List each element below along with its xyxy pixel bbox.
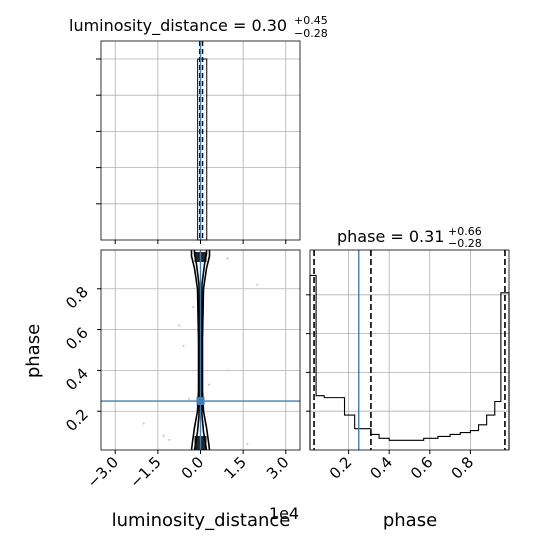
phase-hist-bin-4	[355, 429, 371, 450]
x-offset-label: 1e4	[269, 504, 299, 523]
phase-hist-bin-0	[310, 275, 316, 450]
luminosity-distance-title-upper-error: +0.45	[294, 14, 328, 27]
phase-hist-bin-10	[450, 434, 460, 450]
luminosity-distance-histogram-panel	[96, 40, 301, 244]
ld-phase-ytick-label-2: 0.6	[62, 324, 92, 354]
ld-phase-ytick-label-1: 0.4	[62, 365, 92, 395]
ld-phase-sample-point-8	[207, 383, 211, 386]
luminosity-distance-title: luminosity_distance = 0.30	[69, 16, 287, 36]
y-axis-label-phase: phase	[23, 324, 44, 378]
ld-phase-sample-point-0	[226, 257, 229, 260]
phase-hist-xtick-label-3: 0.8	[448, 453, 478, 483]
phase-hist-frame	[309, 249, 510, 451]
ld-phase-sample-point-6	[162, 434, 165, 437]
ld-phase-ytick-label-3: 0.8	[62, 283, 92, 313]
ld-phase-sample-point-10	[246, 442, 249, 445]
ld-hist-frame	[100, 40, 301, 241]
ld-phase-xtick-label-0: −3.0	[84, 453, 122, 491]
phase-title-lower-error: −0.28	[448, 237, 482, 250]
phase-hist-xtick-label-1: 0.4	[366, 453, 396, 483]
luminosity-distance-vs-phase-panel: −3.0 −1.5 0.0 1.5 3.0 0.2 0.4 0.6 0.8	[62, 249, 301, 492]
ld-phase-sample-point-11	[188, 397, 191, 401]
ld-phase-sample-point-1	[256, 283, 259, 286]
x-axis-label-phase: phase	[383, 510, 437, 531]
phase-histogram-panel: 0.2 0.4 0.6 0.8	[306, 249, 510, 483]
phase-hist-bin-12	[470, 431, 478, 450]
ld-phase-contour-outer	[190, 250, 211, 451]
ld-phase-ytick-label-0: 0.2	[62, 405, 92, 435]
phase-hist-bin-6	[379, 438, 389, 450]
ld-phase-sample-point-3	[182, 344, 185, 348]
phase-hist-bin-3	[345, 415, 355, 450]
phase-hist-bin-7	[389, 440, 424, 450]
ld-phase-xtick-label-4: 3.0	[263, 453, 293, 483]
phase-hist-bin-9	[438, 436, 450, 450]
ld-phase-sample-point-4	[226, 369, 229, 372]
phase-hist-bin-11	[460, 433, 470, 450]
ld-phase-sample-point-9	[192, 306, 195, 309]
ld-phase-xtick-label-1: −1.5	[126, 453, 164, 491]
ld-phase-truth-marker	[196, 397, 205, 406]
phase-hist-bin-13	[479, 425, 487, 450]
ld-phase-sample-point-7	[168, 438, 171, 441]
ld-phase-xtick-label-2: 0.0	[178, 453, 208, 483]
phase-title: phase = 0.31	[337, 227, 444, 246]
phase-hist-xtick-label-2: 0.6	[407, 453, 437, 483]
phase-hist-bin-15	[495, 402, 501, 451]
ld-phase-sample-point-5	[142, 422, 145, 425]
luminosity-distance-title-lower-error: −0.28	[294, 27, 328, 40]
phase-hist-bin-14	[487, 415, 495, 450]
phase-hist-xtick-label-0: 0.2	[326, 453, 356, 483]
phase-hist-bin-1	[316, 396, 324, 450]
phase-hist-bin-5	[371, 434, 379, 450]
phase-hist-bin-8	[424, 438, 438, 450]
ld-phase-xtick-label-3: 1.5	[220, 453, 250, 483]
phase-hist-outline	[309, 274, 510, 450]
phase-hist-bin-2	[324, 398, 344, 450]
x-axis-label-luminosity-distance: luminosity_distance	[112, 510, 291, 531]
phase-title-upper-error: +0.66	[448, 225, 482, 238]
ld-phase-sample-point-2	[178, 324, 181, 327]
